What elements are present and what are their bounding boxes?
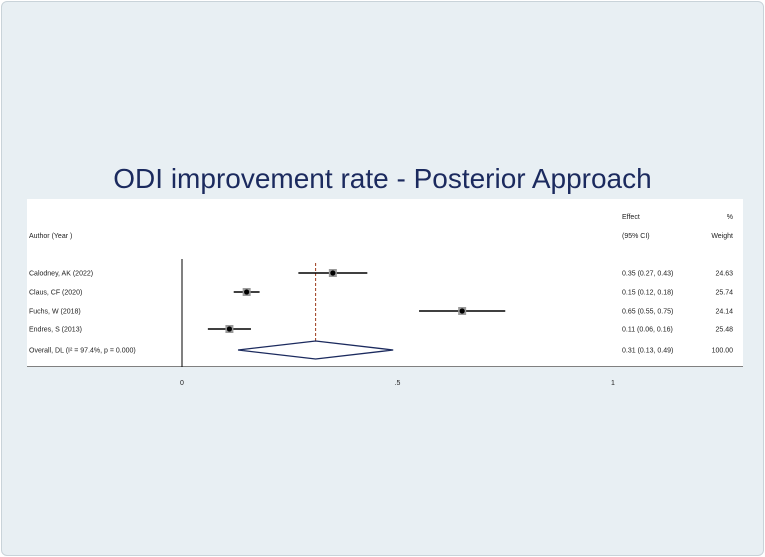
- study-point: [459, 308, 465, 314]
- x-tick-label: 1: [611, 380, 615, 387]
- study-label: Fuchs, W (2018): [29, 309, 81, 316]
- study-weight: 25.48: [715, 327, 733, 334]
- forest-plot: Author (Year ) Effect (95% CI) % Weight …: [27, 214, 743, 367]
- study-point: [244, 289, 250, 295]
- study-label: Calodney, AK (2022): [29, 271, 93, 278]
- overall-ci-text: 0.31 (0.13, 0.49): [622, 348, 673, 355]
- overall-weight: 100.00: [712, 348, 734, 355]
- header-ci: (95% CI): [622, 233, 650, 240]
- chart-title: ODI improvement rate - Posterior Approac…: [113, 163, 652, 194]
- x-tick-label: 0: [180, 380, 184, 387]
- study-point: [226, 326, 233, 332]
- overall-label: Overall, DL (I² = 97.4%, p = 0.000): [29, 348, 136, 355]
- study-weight: 25.74: [715, 290, 733, 297]
- header-effect: Effect: [622, 214, 640, 221]
- forest-plot-panel: Author (Year ) Effect (95% CI) % Weight …: [27, 199, 743, 367]
- x-axis-ticks: 0.5 1: [180, 380, 615, 387]
- overall-diamond: [237, 340, 394, 360]
- header-weight: Weight: [711, 233, 733, 240]
- study-ci-text: 0.11 (0.06, 0.16): [622, 327, 673, 334]
- study-ci-text: 0.35 (0.27, 0.43): [622, 271, 673, 278]
- study-ci-text: 0.15 (0.12, 0.18): [622, 290, 673, 297]
- study-label: Claus, CF (2020): [29, 290, 82, 297]
- header-percent: %: [727, 214, 733, 221]
- study-weight: 24.14: [715, 309, 733, 316]
- study-weight: 24.63: [715, 271, 733, 278]
- study-label: Endres, S (2013): [29, 327, 82, 334]
- header-author: Author (Year ): [29, 233, 72, 240]
- study-point: [330, 270, 336, 276]
- x-tick-label: .5: [395, 380, 401, 387]
- study-ci-text: 0.65 (0.55, 0.75): [622, 309, 673, 316]
